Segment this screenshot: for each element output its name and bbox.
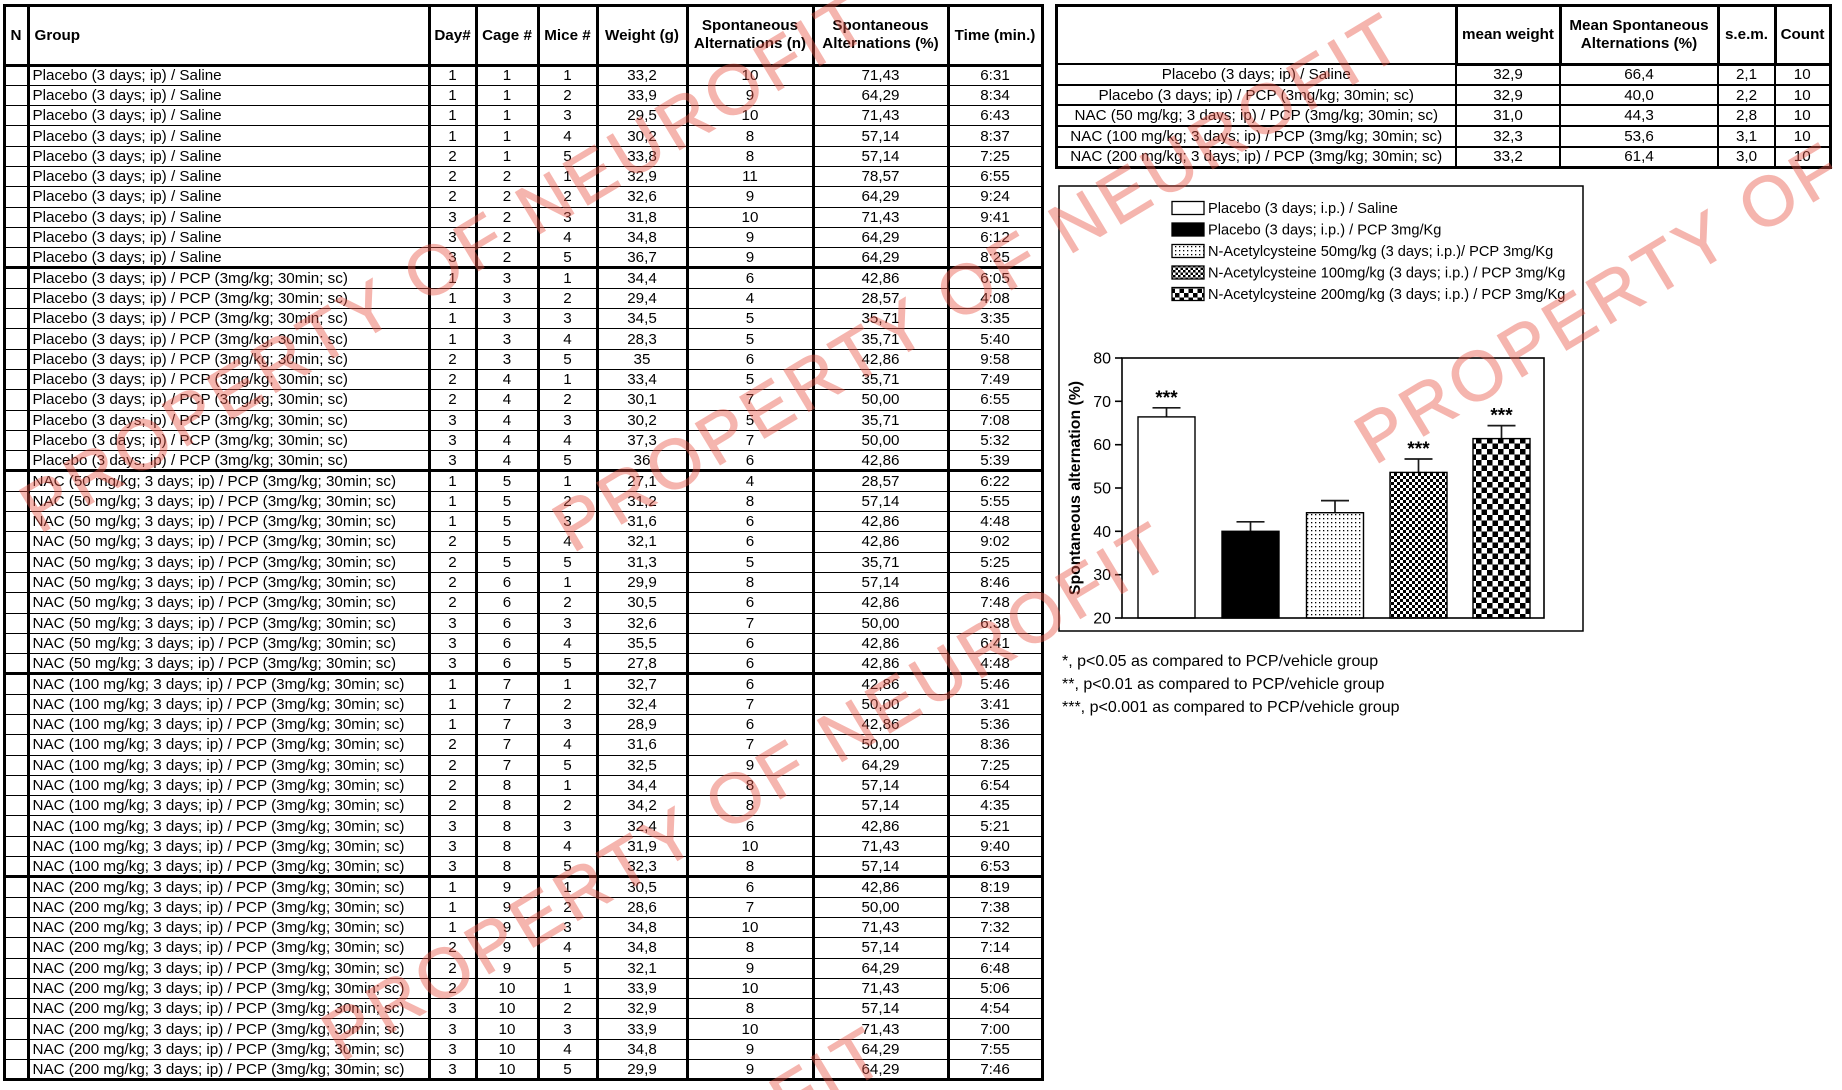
svg-text:***: *** — [1490, 406, 1513, 427]
svg-text:80: 80 — [1093, 351, 1111, 368]
svg-text:N-Acetylcysteine 100mg/kg (3 d: N-Acetylcysteine 100mg/kg (3 days; i.p.)… — [1208, 266, 1565, 282]
svg-text:40: 40 — [1093, 524, 1111, 541]
svg-text:60: 60 — [1093, 437, 1111, 454]
svg-text:Spontaneous alternation (%): Spontaneous alternation (%) — [1067, 381, 1084, 595]
svg-text:70: 70 — [1093, 394, 1111, 411]
svg-text:Placebo (3 days; i.p.) / PCP 3: Placebo (3 days; i.p.) / PCP 3mg/Kg — [1208, 223, 1441, 239]
svg-text:Placebo (3 days; i.p.) / Salin: Placebo (3 days; i.p.) / Saline — [1208, 201, 1398, 217]
svg-text:30: 30 — [1093, 567, 1111, 584]
svg-text:***: *** — [1155, 388, 1178, 409]
svg-text:50: 50 — [1093, 481, 1111, 498]
svg-text:***: *** — [1407, 439, 1430, 460]
svg-text:N-Acetylcysteine 200mg/kg (3 d: N-Acetylcysteine 200mg/kg (3 days; i.p.)… — [1208, 287, 1565, 303]
svg-text:N-Acetylcysteine 50mg/kg (3 da: N-Acetylcysteine 50mg/kg (3 days; i.p.)/… — [1208, 244, 1553, 260]
svg-text:20: 20 — [1093, 611, 1111, 628]
